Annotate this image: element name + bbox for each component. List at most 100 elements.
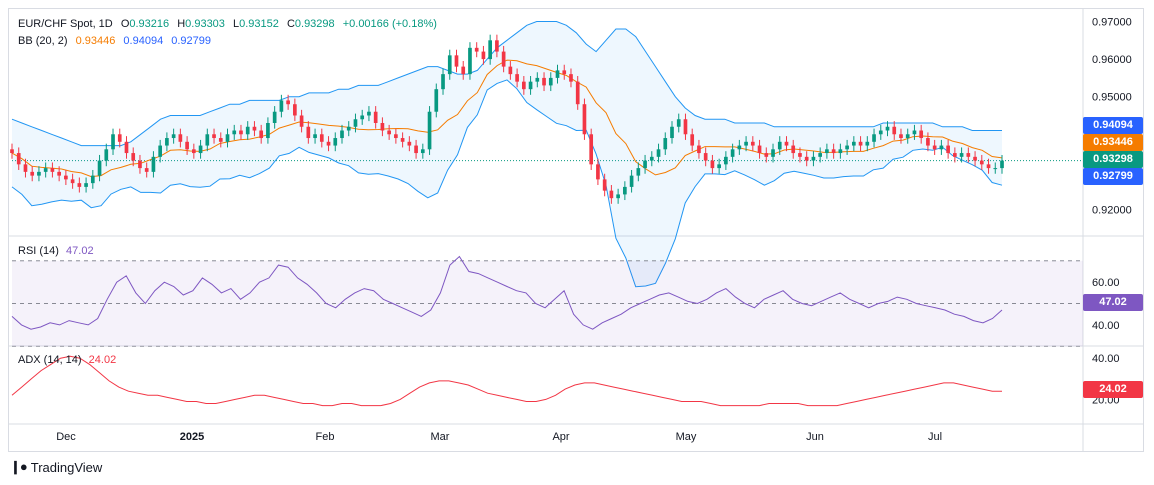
candle-body xyxy=(973,156,977,161)
candle-body xyxy=(394,134,398,139)
candle xyxy=(986,158,991,174)
candle-body xyxy=(414,145,418,154)
candle-body xyxy=(171,134,176,139)
candle xyxy=(946,139,950,159)
candle xyxy=(865,136,870,152)
candle xyxy=(346,121,351,137)
candle xyxy=(562,64,567,80)
candle xyxy=(259,124,264,144)
candle-body xyxy=(905,134,910,139)
candle xyxy=(205,128,210,152)
candle-body xyxy=(90,175,95,184)
candle-body xyxy=(959,153,964,157)
candle-body xyxy=(205,134,210,146)
candle-body xyxy=(825,149,829,154)
bb-basis-line xyxy=(11,59,1003,178)
candle-body xyxy=(750,141,755,146)
candle-body xyxy=(259,130,264,139)
candle-body xyxy=(272,111,277,123)
candle xyxy=(77,177,82,193)
candle-body xyxy=(744,141,748,146)
candle-body xyxy=(656,149,661,157)
candle xyxy=(542,72,546,92)
brand[interactable]: ❙● TradingView xyxy=(10,459,102,475)
candle xyxy=(697,139,701,159)
candle-body xyxy=(737,145,742,150)
candle-body xyxy=(993,168,998,170)
candle-body xyxy=(979,160,984,165)
candle xyxy=(218,132,223,148)
candle xyxy=(360,109,365,125)
candle xyxy=(643,154,647,174)
candle-body xyxy=(144,168,149,172)
time-tick-label: Mar xyxy=(431,431,450,443)
bb-name: BB (20, 2) xyxy=(18,35,68,47)
candle xyxy=(414,139,418,159)
candle xyxy=(400,132,405,148)
candle-body xyxy=(636,168,641,176)
candle xyxy=(737,139,742,155)
adx-tag: 24.02 xyxy=(1083,381,1143,398)
brand-name: TradingView xyxy=(30,459,103,475)
ohlc-high: H0.93303 xyxy=(177,18,225,30)
candle xyxy=(508,60,513,80)
candle xyxy=(885,121,890,137)
candle-body xyxy=(818,153,823,157)
rsi-value: 47.02 xyxy=(66,245,94,257)
candle-body xyxy=(515,74,519,82)
candle xyxy=(454,49,459,73)
candle-body xyxy=(757,145,762,154)
candle-body xyxy=(97,160,102,176)
rsi-tick-label: 40.00 xyxy=(1092,320,1120,332)
ohlc-close: C0.93298 xyxy=(287,18,335,30)
candle xyxy=(495,34,499,58)
candle-body xyxy=(427,111,432,150)
candle xyxy=(521,76,526,95)
candle xyxy=(90,169,95,189)
candle-body xyxy=(589,134,594,165)
candle xyxy=(212,128,216,144)
time-tick-label: Apr xyxy=(552,431,569,443)
candle-body xyxy=(488,40,493,60)
candle xyxy=(724,151,728,170)
candle xyxy=(858,136,863,152)
candle xyxy=(683,113,688,140)
candle xyxy=(23,158,28,178)
candle-body xyxy=(912,130,917,135)
candle-body xyxy=(212,134,216,139)
candle xyxy=(730,143,735,163)
candle-body xyxy=(616,194,620,199)
candle xyxy=(663,132,668,155)
candle xyxy=(488,34,493,65)
bb-basis-value: 0.93446 xyxy=(75,35,116,47)
candle-body xyxy=(670,126,674,139)
candle-body xyxy=(548,77,553,86)
candle xyxy=(623,181,627,201)
candle-body xyxy=(683,119,688,135)
candle-body xyxy=(521,81,526,90)
candle-body xyxy=(346,126,351,131)
candle-body xyxy=(811,156,816,161)
candle-body xyxy=(851,141,856,146)
candle-body xyxy=(360,115,365,120)
high-label: H xyxy=(177,18,186,30)
candle xyxy=(771,143,775,163)
candle-body xyxy=(932,145,937,150)
candle-body xyxy=(885,126,890,131)
candle xyxy=(629,169,634,193)
candle xyxy=(596,158,600,186)
candle-body xyxy=(252,126,257,131)
candle-body xyxy=(218,138,223,142)
adx-tick-label: 40.00 xyxy=(1092,353,1120,365)
candle xyxy=(84,177,88,193)
candle-body xyxy=(703,153,708,161)
candle xyxy=(158,139,163,163)
candle xyxy=(272,106,277,129)
candle xyxy=(447,49,452,80)
candle xyxy=(394,128,398,144)
candle-body xyxy=(865,141,870,146)
low-value: 0.93152 xyxy=(239,18,279,30)
candle xyxy=(293,98,297,122)
candle-body xyxy=(191,149,196,154)
